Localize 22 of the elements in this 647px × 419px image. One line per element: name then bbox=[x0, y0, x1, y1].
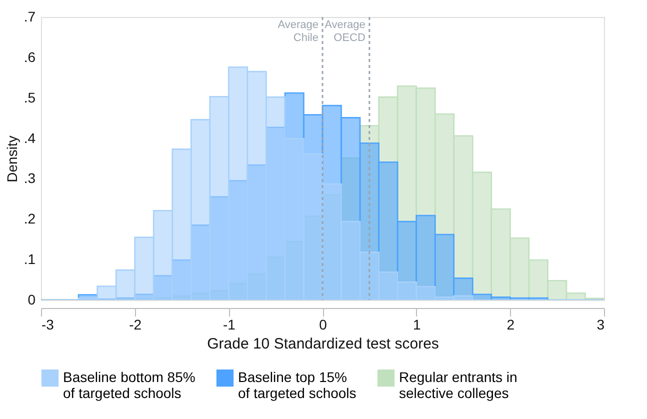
ref-line-label: Average Chile bbox=[278, 19, 318, 44]
y-tick-label: .2 bbox=[24, 210, 36, 227]
y-tick-label: .4 bbox=[24, 130, 36, 146]
x-tick-label: 0 bbox=[319, 316, 328, 332]
x-tick-label: -3 bbox=[42, 316, 54, 332]
x-tick-label: 1 bbox=[412, 316, 421, 332]
y-axis-title: Density bbox=[4, 136, 20, 182]
x-axis-title: Grade 10 Standardized test scores bbox=[207, 336, 439, 352]
legend-label: Regular entrants in selective colleges bbox=[399, 369, 518, 401]
x-tick-label: 3 bbox=[596, 316, 605, 332]
x-tick-label: -1 bbox=[222, 316, 236, 332]
y-tick-label: 0 bbox=[28, 292, 36, 308]
y-tick-label: .6 bbox=[24, 48, 36, 65]
y-tick-label: .1 bbox=[24, 251, 36, 268]
x-tick-label: 2 bbox=[506, 316, 515, 332]
y-tick-label: .7 bbox=[24, 8, 36, 24]
ref-line-label: Average OECD bbox=[324, 19, 366, 44]
legend-label: Baseline top 15% of targeted schools bbox=[238, 369, 356, 401]
legend-label: Baseline bottom 85% of targeted schools bbox=[63, 369, 196, 401]
y-tick-label: .5 bbox=[24, 89, 36, 106]
x-tick-label: -2 bbox=[129, 316, 142, 332]
y-tick-label: .3 bbox=[24, 170, 36, 186]
